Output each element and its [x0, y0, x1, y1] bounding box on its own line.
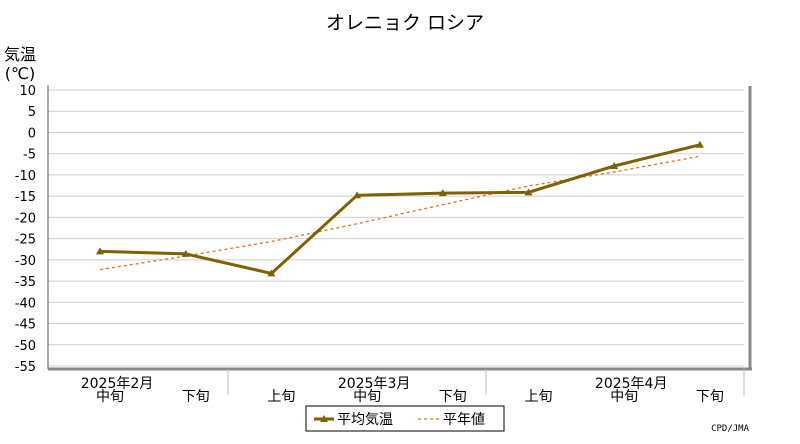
- average-point-marker: [524, 188, 533, 196]
- y-axis-label-top: 気温: [4, 45, 36, 64]
- chart-title: オレニョク ロシア: [326, 12, 484, 34]
- y-axis-label-unit: (℃): [5, 64, 35, 83]
- x-month-label: 2025年3月: [338, 376, 411, 392]
- average-point-marker: [267, 269, 276, 277]
- y-tick-label: -15: [15, 190, 36, 205]
- x-category-labels: 中旬 下旬 上旬 中旬 下旬 上旬 中旬 下旬 2025年2月 2025年3月 2025年4月: [81, 376, 724, 405]
- y-tick-label: -30: [15, 254, 36, 269]
- y-tick-label: 10: [19, 84, 36, 99]
- x-month-label: 2025年4月: [595, 376, 668, 392]
- y-tick-label: -40: [15, 296, 36, 311]
- x-category-label: 下旬: [439, 389, 467, 405]
- y-tick-label: -25: [15, 233, 36, 248]
- average-point-marker: [353, 191, 362, 199]
- y-tick-label: -5: [23, 148, 36, 163]
- y-tick-label: -35: [15, 275, 36, 290]
- y-tick-label: 0: [28, 126, 36, 141]
- y-tick-labels: 10 5 0 -5 -10 -15 -20 -25 -30 -35 -40 -45 -50 -55: [15, 84, 36, 375]
- legend-label-normal: 平年値: [443, 412, 485, 428]
- series-line-average: [99, 143, 701, 276]
- legend-marker-average: [320, 415, 328, 422]
- x-month-label: 2025年2月: [81, 376, 154, 392]
- x-category-label: 上旬: [267, 389, 295, 405]
- x-category-label: 上旬: [525, 389, 553, 405]
- legend: 平均気温 平年値: [305, 405, 505, 432]
- x-category-label: 中旬: [96, 389, 124, 405]
- y-tick-label: -10: [15, 169, 36, 184]
- average-point-marker: [96, 247, 104, 255]
- series-line-normal: [99, 155, 701, 271]
- x-category-label: 中旬: [353, 389, 381, 405]
- average-point-marker: [695, 140, 704, 148]
- x-category-label: 下旬: [182, 389, 210, 405]
- average-point-marker: [181, 249, 190, 257]
- legend-label-average: 平均気温: [337, 412, 393, 428]
- y-tick-label: -20: [15, 211, 36, 226]
- y-tick-label: -50: [15, 339, 36, 354]
- plot-frame: [47, 85, 752, 395]
- legend-box: [305, 405, 505, 432]
- x-category-label: 下旬: [696, 389, 724, 405]
- y-tick-label: -45: [15, 318, 36, 333]
- y-tick-label: 5: [28, 105, 36, 120]
- average-point-marker: [438, 189, 447, 197]
- series-layer: [96, 140, 704, 277]
- x-category-label: 中旬: [610, 389, 638, 405]
- credit-text: CPD/JMA: [711, 424, 750, 434]
- y-tick-label: -55: [15, 360, 36, 375]
- grid: [48, 89, 744, 367]
- average-point-marker: [610, 162, 619, 170]
